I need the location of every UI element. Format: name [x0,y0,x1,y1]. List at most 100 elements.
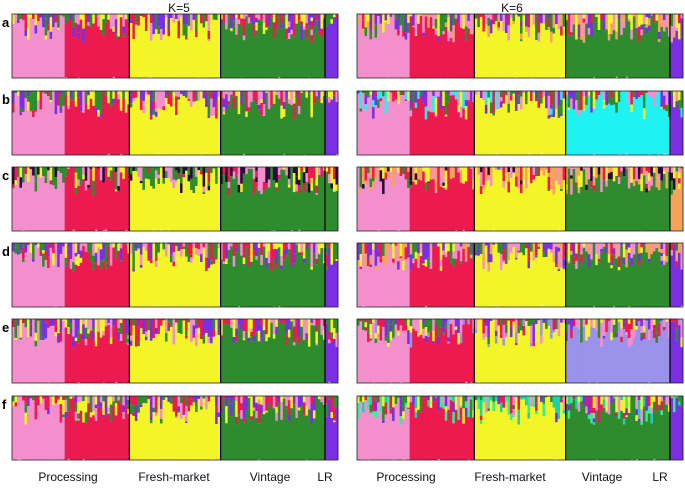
ancestry-segment [612,30,616,78]
row-label-c: c [2,168,10,183]
ancestry-segment [650,319,654,330]
ancestry-segment [262,396,266,412]
ancestry-segment [627,338,631,347]
ancestry-segment [680,337,684,348]
ancestry-segment [665,319,669,322]
ancestry-segment [560,35,564,77]
ancestry-segment [169,94,173,107]
ancestry-segment [449,319,453,325]
ancestry-segment [84,412,88,423]
ancestry-segment [102,335,106,383]
ancestry-segment [404,39,408,78]
ancestry-segment [617,267,621,271]
ancestry-segment [149,116,153,120]
ancestry-segment [220,14,224,20]
ancestry-segment [444,101,448,106]
ancestry-segment [197,327,201,383]
ancestry-segment [650,396,654,408]
ancestry-segment [272,38,276,78]
ancestry-segment [637,400,641,420]
ancestry-segment [379,412,383,460]
ancestry-segment [185,338,188,383]
ancestry-segment [437,246,441,307]
ancestry-segment [257,341,261,383]
ancestry-segment [107,14,111,20]
ancestry-segment [657,14,661,32]
ancestry-segment [422,328,426,339]
ancestry-segment [359,269,363,307]
ancestry-segment [504,261,508,264]
ancestry-segment [27,406,30,460]
ancestry-segment [19,339,23,383]
row-label-e: e [2,320,10,335]
ancestry-segment [149,91,153,100]
ancestry-segment [32,243,35,259]
ancestry-segment [630,329,634,335]
ancestry-segment [525,248,528,307]
ancestry-segment [369,255,373,265]
ancestry-segment [164,319,168,334]
ancestry-segment [660,396,664,402]
ancestry-segment [129,253,133,307]
ancestry-segment [119,91,123,106]
ancestry-segment [660,260,664,266]
ancestry-segment [19,187,23,231]
ancestry-segment [595,410,599,460]
ancestry-segment [407,409,411,460]
ancestry-segment [457,167,461,173]
ancestry-segment [315,14,319,21]
ancestry-segment [49,243,53,248]
ancestry-segment [587,28,591,35]
ancestry-segment [359,167,363,180]
group-label-vintage-k6: Vintage [581,470,623,484]
ancestry-segment [335,14,339,18]
ancestry-segment [332,14,336,18]
ancestry-segment [359,401,363,460]
ancestry-segment [575,247,579,254]
ancestry-segment [162,110,166,155]
ancestry-segment [657,319,661,323]
ancestry-segment [292,192,296,231]
ancestry-segment [152,188,156,230]
ancestry-segment [374,333,378,339]
ancestry-segment [387,319,390,325]
ancestry-segment [142,319,146,335]
ancestry-segment [610,327,614,333]
ancestry-segment [670,194,674,231]
ancestry-segment [672,103,676,108]
ancestry-segment [427,111,431,155]
ancestry-segment [474,167,478,231]
ancestry-segment [62,16,66,78]
ancestry-segment [320,176,324,231]
ancestry-segment [132,98,136,102]
ancestry-segment [195,243,198,249]
panel-d-k6 [356,242,684,308]
ancestry-segment [147,243,151,247]
ancestry-segment [222,324,226,383]
ancestry-segment [315,345,319,383]
ancestry-segment [305,23,309,29]
ancestry-segment [577,252,581,307]
ancestry-segment [134,335,138,347]
ancestry-segment [487,319,491,338]
ancestry-segment [222,174,226,231]
ancestry-segment [364,14,368,28]
ancestry-segment [545,243,548,257]
ancestry-segment [394,324,398,383]
ancestry-segment [27,173,30,182]
ancestry-segment [242,319,246,332]
ancestry-segment [252,167,256,179]
ancestry-segment [585,251,589,307]
ancestry-segment [282,243,286,250]
ancestry-segment [680,117,684,155]
ancestry-segment [154,91,158,96]
ancestry-segment [280,265,284,270]
ancestry-segment [142,106,146,114]
ancestry-segment [195,319,198,325]
ancestry-segment [242,331,246,339]
ancestry-segment [27,243,30,245]
ancestry-segment [285,175,289,231]
ancestry-segment [507,108,511,113]
ancestry-segment [97,14,101,27]
ancestry-segment [94,91,98,108]
